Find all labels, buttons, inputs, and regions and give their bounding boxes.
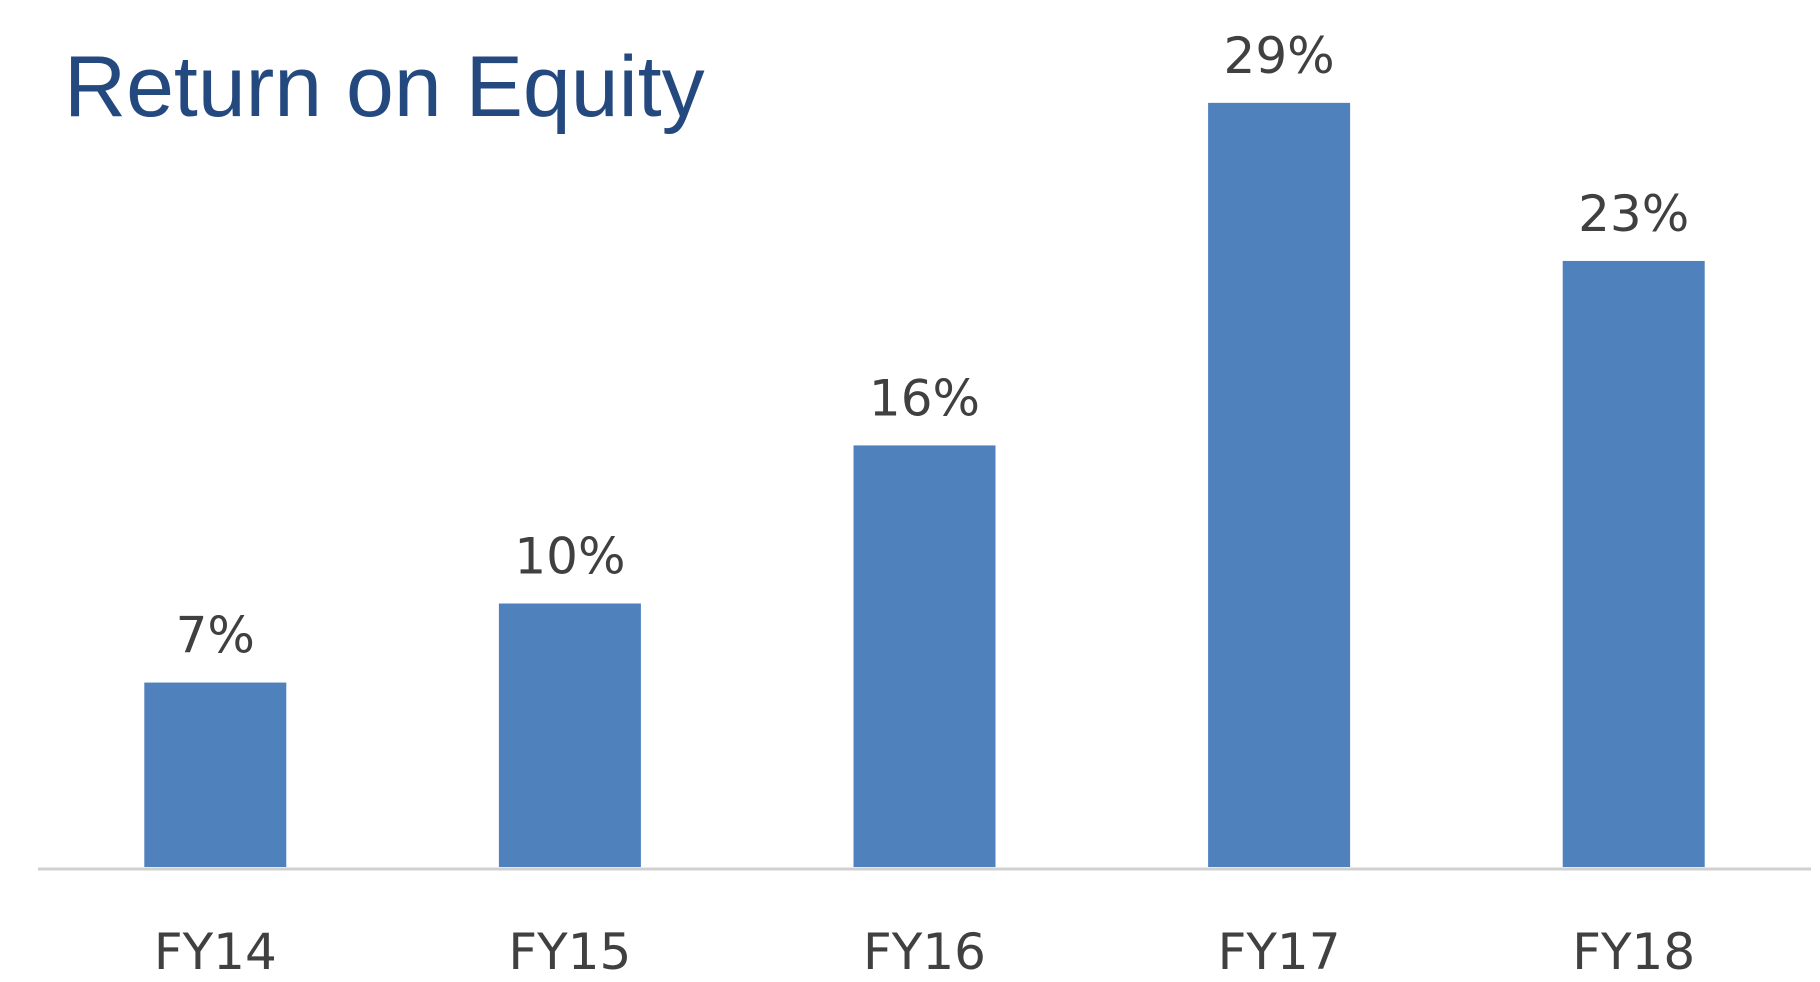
bar [853,445,996,867]
data-label: 16% [869,369,980,427]
bar [144,682,287,867]
x-tick-label: FY17 [1218,923,1341,981]
x-tick-label: FY16 [863,923,986,981]
data-label: 23% [1578,185,1689,243]
x-tick-label: FY15 [508,923,631,981]
bar [1562,260,1705,867]
chart-title: Return on Equity [64,39,705,135]
x-tick-label: FY14 [154,923,277,981]
data-label: 10% [514,528,625,586]
bar [1208,102,1351,868]
x-tick-label: FY18 [1572,923,1695,981]
data-label: 7% [176,607,255,665]
bar [498,603,641,867]
data-label: 29% [1224,27,1335,85]
